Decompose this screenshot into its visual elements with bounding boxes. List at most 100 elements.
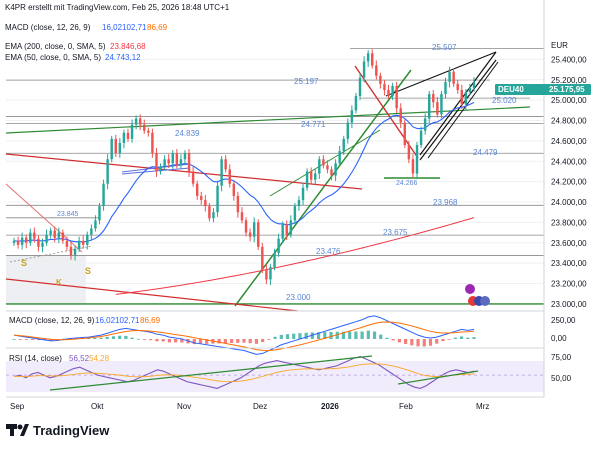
time-axis[interactable]: Sep Okt Nov Dez 2026 Feb Mrz: [10, 402, 489, 411]
macd-pane-label: MACD (close, 12, 26, 9): [9, 316, 95, 325]
price-tick-label: 24.800,00: [551, 117, 587, 126]
candle-body: [464, 92, 468, 105]
macd-pane-v3: 86,69: [140, 316, 161, 325]
long-trend-line[interactable]: [5, 106, 531, 134]
macd-histogram-bar: [372, 331, 377, 339]
rsi-signal-line: [13, 363, 475, 383]
time-label-dez: Dez: [253, 402, 267, 411]
rsi-scale[interactable]: 75,00 50,00: [551, 353, 572, 383]
level-label-25020: 25.020: [492, 96, 517, 105]
candle-body: [81, 240, 85, 245]
macd-histogram-bar: [111, 336, 116, 339]
level-label-24771: 24.771: [301, 120, 326, 129]
candle-body: [110, 138, 113, 160]
candle-body: [403, 122, 407, 145]
candle-body: [16, 240, 20, 245]
candle-body: [195, 183, 199, 196]
candle-body: [419, 130, 423, 145]
macd-histogram-bar: [136, 338, 140, 340]
uptrend-line-minor[interactable]: [269, 129, 381, 197]
candle-body: [159, 166, 162, 172]
time-label-2026: 2026: [321, 402, 339, 411]
event-badge-4[interactable]: [480, 296, 490, 306]
level-label-24266: 24.266: [396, 180, 418, 187]
macd-histogram-bar: [198, 339, 203, 344]
macd-histogram-bar: [404, 339, 408, 344]
macd-legend-v2: 102,71: [122, 23, 147, 32]
candle-body: [167, 159, 170, 164]
price-tick-label: 23.400,00: [551, 259, 587, 268]
macd-histogram-bar: [149, 339, 153, 341]
candle-body: [444, 81, 447, 95]
macd-histogram-bar: [316, 332, 321, 339]
macd-pane-legend: MACD (close, 12, 26, 9) 16,02 102,71 86,…: [9, 316, 161, 325]
candle-body: [204, 199, 207, 207]
price-tick-label: 25.400,00: [551, 55, 587, 64]
tradingview-logo[interactable]: TradingView: [6, 423, 110, 438]
wedge-support-line[interactable]: [427, 61, 499, 159]
candle-body: [318, 159, 321, 174]
current-price-symbol: DEU40: [498, 85, 524, 94]
candle-body: [354, 96, 358, 111]
candle-body: [171, 153, 174, 164]
macd-histogram-bar: [428, 339, 433, 346]
event-badge-1[interactable]: [465, 284, 475, 294]
macd-scale[interactable]: 250,00 0,00: [551, 316, 576, 343]
macd-histogram-bar: [124, 335, 128, 339]
candle-body: [29, 232, 32, 243]
rsi-trendline-long[interactable]: [49, 355, 373, 391]
event-badges[interactable]: [465, 284, 490, 306]
wedge-top-line[interactable]: [385, 51, 497, 97]
rsi-lines: [6, 356, 544, 389]
candle-body: [61, 232, 65, 241]
wedge-lower-line[interactable]: [419, 59, 497, 161]
macd-histogram-bar: [142, 339, 147, 340]
macd-histogram: [12, 330, 476, 347]
downtrend-line-lower[interactable]: [5, 278, 299, 312]
candle-body: [24, 237, 28, 243]
macd-line: [13, 315, 475, 355]
candle-body: [216, 185, 219, 213]
time-label-feb: Feb: [399, 402, 413, 411]
price-tick-label: 25.200,00: [551, 76, 587, 85]
candle-body: [432, 94, 435, 103]
current-price-tag-bg: [495, 84, 591, 95]
candle-body: [134, 118, 138, 125]
candle-body: [143, 124, 146, 131]
wedge-upper-line[interactable]: [419, 51, 497, 156]
candle-body: [391, 85, 394, 97]
candle-body: [130, 124, 134, 139]
macd-histogram-bar: [12, 339, 16, 340]
candle-body: [147, 130, 150, 133]
candle-body: [212, 212, 215, 219]
price-scale[interactable]: 25.400,00 25.200,00 25.000,00 24.800,00 24.6…: [551, 55, 587, 308]
ema50-polyline: [13, 101, 475, 243]
macd-histogram-bar: [192, 339, 196, 345]
macd-histogram-bar: [205, 339, 209, 344]
time-label-nov: Nov: [177, 402, 191, 411]
macd-legend-top: MACD (close, 12, 26, 9) 16,02 102,71 86,…: [5, 23, 168, 32]
macd-pane-v2: 102,71: [115, 316, 140, 325]
candle-body: [301, 187, 305, 200]
candle-body: [37, 238, 40, 247]
candle-body: [114, 138, 117, 154]
price-tick-label: 23.200,00: [551, 280, 587, 289]
candle-body: [220, 159, 223, 186]
macd-histogram-bar: [472, 337, 476, 339]
candle-body: [399, 108, 402, 123]
candle-body: [240, 212, 244, 221]
macd-tick-250: 250,00: [551, 316, 576, 325]
candle-body: [244, 220, 248, 233]
candle-body: [456, 83, 459, 90]
candle-body: [261, 246, 264, 270]
uptrend-line-major[interactable]: [234, 69, 412, 307]
candle-body: [460, 89, 464, 105]
rsi-pane-legend: RSI (14, close) 56,52 54,28: [9, 354, 110, 363]
candle-body: [90, 228, 93, 235]
candle-body: [395, 85, 398, 109]
rsi-trendline-short[interactable]: [397, 370, 479, 385]
downtrend-line-peak[interactable]: [354, 65, 419, 159]
candle-body: [366, 53, 370, 62]
macd-histogram-bar: [435, 339, 439, 344]
